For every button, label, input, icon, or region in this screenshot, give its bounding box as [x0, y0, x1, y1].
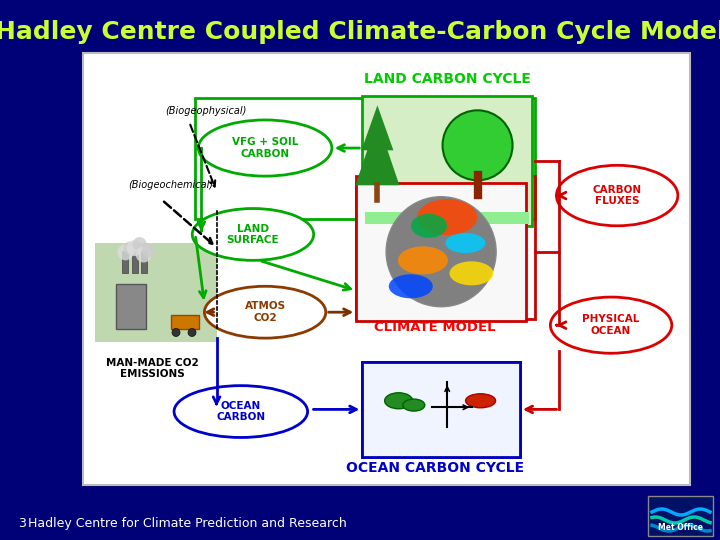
Text: 3: 3: [18, 517, 26, 530]
Text: Hadley Centre for Climate Prediction and Research: Hadley Centre for Climate Prediction and…: [28, 517, 347, 530]
Circle shape: [142, 244, 156, 258]
Text: Met Office: Met Office: [657, 523, 703, 532]
Text: VFG + SOIL
CARBON: VFG + SOIL CARBON: [232, 137, 298, 159]
Ellipse shape: [411, 214, 447, 238]
Circle shape: [172, 328, 180, 336]
FancyBboxPatch shape: [362, 362, 520, 457]
Circle shape: [123, 241, 138, 255]
Ellipse shape: [398, 246, 448, 274]
Circle shape: [117, 245, 133, 260]
Ellipse shape: [204, 286, 325, 338]
Ellipse shape: [417, 199, 477, 235]
FancyBboxPatch shape: [171, 315, 199, 329]
Text: OCEAN CARBON CYCLE: OCEAN CARBON CYCLE: [346, 461, 524, 475]
Text: MAN-MADE CO2
EMISSIONS: MAN-MADE CO2 EMISSIONS: [107, 357, 199, 379]
Text: ATMOS
CO2: ATMOS CO2: [245, 301, 286, 323]
Text: LAND
SURFACE: LAND SURFACE: [227, 224, 279, 245]
FancyBboxPatch shape: [356, 183, 526, 321]
FancyBboxPatch shape: [362, 96, 532, 226]
FancyBboxPatch shape: [648, 496, 713, 536]
FancyBboxPatch shape: [140, 251, 147, 273]
FancyBboxPatch shape: [95, 243, 217, 342]
Polygon shape: [361, 105, 393, 150]
Polygon shape: [356, 120, 400, 185]
Text: CLIMATE MODEL: CLIMATE MODEL: [374, 321, 496, 334]
FancyBboxPatch shape: [122, 251, 128, 273]
FancyBboxPatch shape: [365, 212, 529, 224]
Circle shape: [443, 110, 513, 180]
Ellipse shape: [557, 165, 678, 226]
FancyBboxPatch shape: [132, 251, 138, 273]
Ellipse shape: [384, 393, 413, 409]
Text: Hadley Centre Coupled Climate-Carbon Cycle Model: Hadley Centre Coupled Climate-Carbon Cyc…: [0, 20, 720, 44]
Ellipse shape: [466, 394, 495, 408]
Text: (Biogeochemical): (Biogeochemical): [129, 180, 214, 190]
Ellipse shape: [192, 208, 314, 260]
Circle shape: [135, 247, 152, 262]
Circle shape: [188, 328, 196, 336]
Ellipse shape: [198, 120, 332, 176]
Ellipse shape: [174, 386, 307, 437]
Ellipse shape: [550, 297, 672, 353]
Ellipse shape: [389, 274, 433, 298]
Ellipse shape: [449, 261, 493, 285]
Text: PHYSICAL
OCEAN: PHYSICAL OCEAN: [582, 314, 640, 336]
Ellipse shape: [402, 399, 425, 411]
Text: (Biogeophysical): (Biogeophysical): [165, 106, 246, 116]
Circle shape: [132, 237, 147, 251]
FancyBboxPatch shape: [83, 53, 690, 485]
Text: LAND CARBON CYCLE: LAND CARBON CYCLE: [364, 72, 531, 86]
Circle shape: [386, 197, 496, 307]
Circle shape: [127, 240, 143, 256]
FancyBboxPatch shape: [117, 285, 146, 329]
Ellipse shape: [446, 233, 485, 253]
Text: OCEAN
CARBON: OCEAN CARBON: [216, 401, 266, 422]
Text: CARBON
FLUXES: CARBON FLUXES: [593, 185, 642, 206]
